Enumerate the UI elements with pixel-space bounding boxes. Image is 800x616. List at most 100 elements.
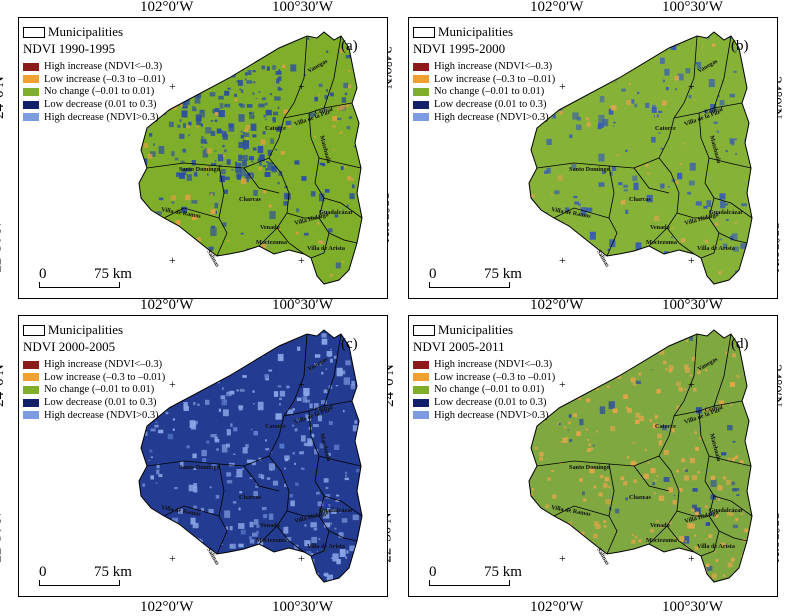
change-pixel	[683, 469, 685, 472]
legend-municipalities: Municipalities	[23, 322, 165, 338]
change-pixel	[732, 440, 736, 443]
change-pixel	[689, 336, 693, 341]
change-pixel	[216, 128, 222, 134]
change-pixel	[664, 450, 669, 455]
change-pixel	[668, 521, 672, 525]
change-pixel	[328, 355, 331, 358]
scale-bar: 0 75 km	[429, 564, 522, 586]
legend-item-label: High increase (NDVI<–0.3)	[434, 61, 553, 73]
change-pixel	[580, 82, 585, 87]
change-pixel	[226, 480, 233, 484]
change-pixel	[210, 130, 216, 136]
legend-municipalities: Municipalities	[413, 24, 555, 40]
legend: Municipalities NDVI 2005-2011 High incre…	[413, 322, 555, 421]
change-pixel	[610, 426, 616, 432]
town-label-venado: Venado	[650, 224, 670, 231]
town-label-guadalcazar: Guadalcázar	[319, 209, 353, 216]
legend-item-label: No change (–0.01 to 0.01)	[434, 86, 545, 98]
change-pixel	[256, 524, 260, 528]
graticule-cross: +	[298, 79, 305, 93]
change-pixel	[177, 72, 182, 77]
change-pixel	[234, 98, 238, 102]
change-pixel	[632, 442, 635, 444]
legend-item: High increase (NDVI<–0.3)	[413, 61, 555, 74]
change-pixel	[214, 150, 217, 152]
change-pixel	[665, 368, 668, 371]
legend-swatch	[23, 411, 39, 420]
change-pixel	[658, 132, 661, 134]
change-pixel	[725, 480, 731, 485]
change-pixel	[600, 474, 604, 479]
change-pixel	[317, 415, 322, 422]
change-pixel	[181, 206, 187, 214]
change-pixel	[626, 280, 631, 283]
legend-classes: High increase (NDVI<–0.3) Low increase (–…	[413, 359, 555, 422]
change-pixel	[227, 71, 230, 74]
change-pixel	[638, 415, 645, 422]
change-pixel	[593, 485, 597, 489]
change-pixel	[177, 348, 184, 356]
change-pixel	[194, 95, 201, 104]
change-pixel	[725, 351, 728, 355]
legend-item: Low decrease (0.01 to 0.3)	[413, 396, 555, 409]
change-pixel	[258, 103, 265, 108]
town-label-catorce: Catorce	[655, 125, 676, 132]
change-pixel	[275, 413, 282, 420]
legend-item: Low decrease (0.01 to 0.3)	[413, 98, 555, 111]
change-pixel	[539, 457, 543, 461]
change-pixel	[206, 440, 210, 444]
change-pixel	[311, 433, 315, 438]
change-pixel	[656, 519, 659, 522]
change-pixel	[346, 126, 351, 130]
municipality-box-icon	[23, 26, 45, 38]
change-pixel	[652, 482, 655, 486]
municipality-box-icon	[23, 324, 45, 336]
change-pixel	[200, 109, 203, 113]
town-label-cedral: Cedral	[704, 106, 723, 116]
change-pixel	[614, 579, 619, 582]
change-pixel	[202, 149, 209, 158]
legend-swatch	[413, 411, 429, 420]
change-pixel	[252, 115, 255, 118]
change-pixel	[210, 193, 213, 196]
town-label-villa-de-arista: Villa de Arista	[307, 245, 345, 252]
change-pixel	[180, 81, 186, 86]
change-pixel	[283, 526, 289, 534]
change-pixel	[573, 195, 578, 199]
change-pixel	[242, 557, 245, 560]
municipality-boundary	[708, 455, 752, 467]
change-pixel	[662, 360, 667, 365]
change-pixel	[286, 560, 291, 565]
change-pixel	[733, 138, 737, 141]
change-pixel	[233, 427, 238, 432]
change-pixel	[340, 166, 344, 171]
change-pixel	[237, 79, 243, 86]
change-pixel	[589, 467, 595, 474]
change-pixel	[559, 108, 563, 113]
change-pixel	[589, 231, 596, 240]
change-pixel	[283, 192, 291, 200]
change-pixel	[304, 524, 307, 527]
change-pixel	[242, 375, 247, 378]
change-pixel	[705, 368, 708, 372]
change-pixel	[747, 570, 752, 574]
change-pixel	[210, 163, 217, 166]
change-pixel	[611, 105, 617, 111]
change-pixel	[342, 370, 346, 375]
change-pixel	[607, 44, 610, 48]
change-pixel	[746, 435, 749, 438]
change-pixel	[184, 72, 190, 75]
change-pixel	[612, 408, 618, 414]
municipality-boundary	[323, 333, 342, 407]
change-pixel	[289, 494, 293, 498]
change-pixel	[208, 246, 214, 251]
change-pixel	[258, 167, 262, 171]
change-pixel	[314, 96, 318, 102]
change-pixel	[730, 140, 735, 146]
municipality-boundary	[713, 35, 732, 109]
change-pixel	[231, 276, 234, 279]
change-pixel	[193, 505, 197, 509]
scale-bar: 0 75 km	[39, 564, 132, 586]
town-label-moctezuma: Moctezuma	[256, 239, 287, 246]
change-pixel	[243, 147, 246, 150]
